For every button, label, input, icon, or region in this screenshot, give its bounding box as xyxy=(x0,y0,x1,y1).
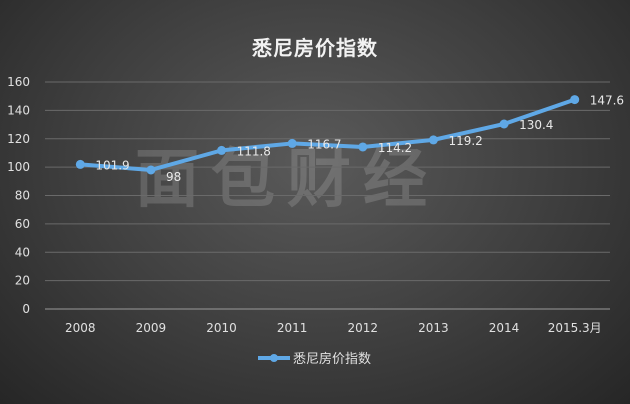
x-tick-label: 2014 xyxy=(489,321,520,335)
data-label: 116.7 xyxy=(307,137,341,151)
y-tick-label: 0 xyxy=(22,302,30,316)
x-tick-label: 2013 xyxy=(418,321,449,335)
series-line xyxy=(80,97,576,172)
y-tick-label: 20 xyxy=(15,274,30,288)
y-tick-label: 60 xyxy=(15,217,30,231)
data-label: 98 xyxy=(166,170,181,184)
data-label: 147.6 xyxy=(590,94,624,108)
data-point xyxy=(217,145,227,155)
data-point xyxy=(570,95,580,105)
y-tick-label: 140 xyxy=(7,103,30,117)
x-tick-label: 2011 xyxy=(277,321,308,335)
chart-title: 悉尼房价指数 xyxy=(252,36,378,60)
data-point xyxy=(499,119,509,129)
y-tick-label: 120 xyxy=(7,132,30,146)
data-point xyxy=(75,159,85,169)
data-point xyxy=(428,135,438,145)
y-tick-label: 80 xyxy=(15,189,30,203)
x-tick-label: 2015.3月 xyxy=(548,321,602,335)
y-tick-label: 40 xyxy=(15,245,30,259)
data-label: 101.9 xyxy=(95,158,129,172)
x-tick-label: 2012 xyxy=(348,321,379,335)
x-tick-label: 2009 xyxy=(136,321,167,335)
x-tick-label: 2008 xyxy=(65,321,96,335)
data-label: 119.2 xyxy=(448,134,482,148)
y-tick-label: 160 xyxy=(7,75,30,89)
legend-marker xyxy=(270,354,278,362)
legend-label: 悉尼房价指数 xyxy=(293,351,371,367)
x-tick-label: 2010 xyxy=(206,321,237,335)
data-label: 130.4 xyxy=(519,118,553,132)
data-point xyxy=(358,142,368,152)
data-point xyxy=(146,165,156,175)
watermark: 面包财经 xyxy=(135,143,439,217)
data-label: 114.2 xyxy=(378,141,412,155)
y-tick-label: 100 xyxy=(7,160,30,174)
data-point xyxy=(287,138,297,148)
data-label: 111.8 xyxy=(237,144,271,158)
